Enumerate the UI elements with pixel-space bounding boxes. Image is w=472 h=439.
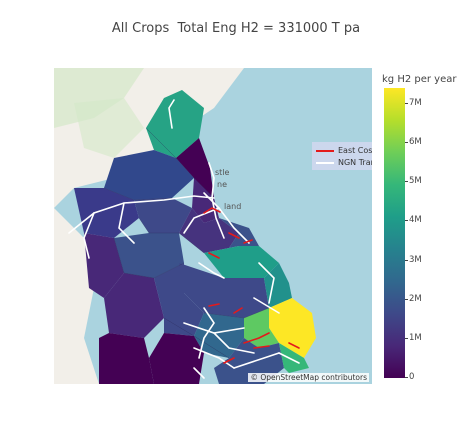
region-teesside[interactable] (204, 246, 279, 278)
colorbar-tick-mark (405, 181, 408, 182)
map-label-place-1: stle (215, 168, 230, 177)
map-legend: East Cost Hydrogen NGN Transmission (312, 142, 372, 170)
region-york[interactable] (244, 308, 279, 348)
legend-item-east-coast-hydrogen[interactable]: East Cost Hydrogen (316, 146, 372, 155)
region-lake-district[interactable] (114, 233, 184, 278)
region-hull[interactable] (279, 343, 309, 373)
colorbar-tick-2m: 2M (409, 294, 422, 304)
colorbar-tick-4m: 4M (409, 215, 422, 225)
region-northumberland-south[interactable] (176, 138, 214, 203)
colorbar-tick-mark (405, 338, 408, 339)
region-carlisle[interactable] (134, 198, 192, 233)
map-label-place-2: ne (217, 180, 227, 189)
region-yorkshire-dales[interactable] (154, 263, 204, 336)
colorbar-tick-7m: 7M (409, 98, 422, 108)
colorbar-tick-0: 0 (409, 372, 415, 382)
legend-label: NGN Transmission (338, 158, 372, 167)
colorbar-tick-mark (405, 299, 408, 300)
region-cumbria-north[interactable] (74, 188, 139, 238)
region-northumberland-north[interactable] (146, 90, 204, 158)
colorbar-tick-6m: 6M (409, 137, 422, 147)
colorbar-tick-mark (405, 103, 408, 104)
legend-item-ngn-transmission[interactable]: NGN Transmission (316, 158, 372, 167)
legend-swatch-white (316, 161, 334, 164)
region-scottish-borders[interactable] (104, 150, 194, 200)
colorbar-tick-mark (405, 260, 408, 261)
colorbar-title: kg H2 per year (382, 74, 457, 85)
colorbar-tick-mark (405, 220, 408, 221)
region-leeds-bradford[interactable] (149, 333, 204, 384)
colorbar-tick-mark (405, 142, 408, 143)
region-cumbria-south[interactable] (104, 273, 164, 338)
colorbar-tick-mark (405, 377, 408, 378)
region-north-yorkshire[interactable] (179, 263, 269, 318)
east-coast-hydrogen-lines (203, 207, 300, 364)
region-harrogate[interactable] (194, 313, 244, 358)
colorbar-tick-3m: 3M (409, 255, 422, 265)
legend-label: East Cost Hydrogen (338, 146, 372, 155)
map-label-place-3: land (224, 202, 241, 211)
region-cumbria-west[interactable] (84, 233, 124, 298)
map-canvas: stle ne land (54, 68, 316, 384)
chart-title: All Crops Total Eng H2 = 331000 T pa (111, 21, 361, 36)
map-view[interactable]: stle ne land East Cost Hydrogen NGN Tran… (54, 68, 372, 384)
ngn-transmission-lines (68, 99, 300, 379)
region-tyneside[interactable] (192, 178, 219, 223)
region-lancashire[interactable] (99, 333, 154, 384)
colorbar-tick-5m: 5M (409, 176, 422, 186)
colorbar (384, 88, 405, 378)
colorbar-tick-1m: 1M (409, 333, 422, 343)
region-selby-goole[interactable] (214, 338, 284, 384)
map-attribution[interactable]: © OpenStreetMap contributors (248, 373, 369, 382)
legend-swatch-red (316, 149, 334, 152)
region-east-riding[interactable] (269, 298, 316, 358)
